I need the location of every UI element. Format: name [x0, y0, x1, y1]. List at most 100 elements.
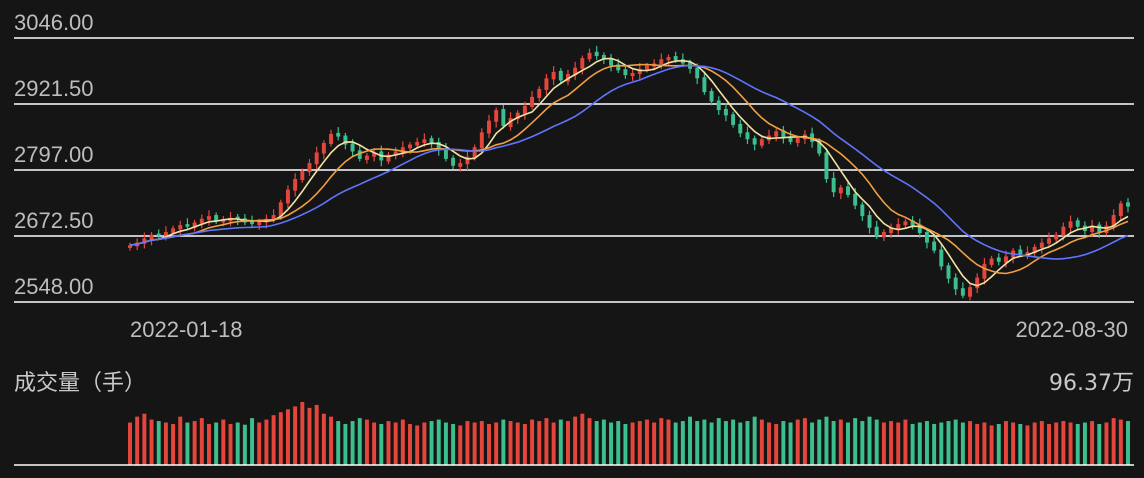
candle-body: [745, 132, 750, 140]
volume-bar: [199, 418, 204, 465]
volume-bar: [1082, 422, 1087, 465]
volume-bar: [767, 422, 771, 465]
candle-body: [1047, 238, 1051, 244]
volume-bar: [192, 421, 197, 465]
candle-body: [501, 109, 506, 126]
volume-bar: [558, 419, 563, 465]
volume-bar: [178, 416, 183, 465]
candle-body: [623, 69, 628, 76]
candle-body: [329, 133, 334, 145]
volume-bar: [142, 413, 147, 465]
volume-bar: [329, 416, 334, 465]
volume-bar: [451, 423, 456, 465]
candle-body: [953, 277, 958, 290]
volume-bar: [860, 421, 865, 465]
candle-body: [257, 221, 262, 226]
volume-bar: [953, 419, 958, 465]
volume-bar: [372, 422, 377, 465]
volume-bar: [831, 421, 836, 465]
candle-body: [759, 139, 764, 146]
volume-bar: [666, 419, 671, 465]
volume-bar: [716, 418, 721, 465]
candle-body: [1068, 221, 1073, 228]
volume-bar: [530, 419, 535, 465]
candle-body: [544, 78, 549, 90]
candle-body: [185, 224, 190, 227]
candle-body: [594, 51, 599, 57]
volume-bar: [759, 419, 764, 465]
volume-bar: [652, 422, 657, 465]
volume-bar: [580, 413, 585, 465]
candle-body: [522, 105, 527, 114]
volume-bar: [128, 422, 132, 465]
candle-body: [788, 136, 793, 142]
volume-bar: [616, 421, 621, 465]
volume-bar: [314, 404, 319, 465]
candle-body: [1054, 234, 1059, 240]
volume-bar: [982, 422, 987, 465]
candle-body: [178, 225, 183, 230]
volume-bar: [960, 422, 965, 465]
volume-title: 成交量（手）: [14, 371, 146, 396]
candle-body: [436, 141, 441, 150]
volume-bar: [838, 419, 843, 465]
candle-body: [1075, 220, 1080, 227]
candle-body: [924, 232, 929, 243]
candle-body: [637, 68, 642, 75]
volume-bar: [264, 419, 269, 465]
volume-bar: [795, 419, 800, 465]
volume-bar: [587, 418, 592, 465]
volume-bar: [573, 416, 578, 465]
candle-body: [587, 52, 592, 60]
volume-bar: [293, 406, 298, 465]
volume-bar: [695, 421, 700, 465]
volume-bar: [673, 422, 678, 465]
volume-bar: [221, 419, 226, 465]
candle-body: [443, 148, 448, 159]
volume-bar: [680, 421, 685, 465]
y-tick-label: 2672.50: [14, 208, 94, 233]
volume-bar: [601, 419, 606, 465]
candle-body: [307, 163, 312, 173]
volume-bar: [1075, 423, 1080, 465]
candle-body: [666, 57, 671, 61]
volume-bar: [874, 419, 879, 465]
volume-bar: [846, 422, 850, 465]
candle-body: [429, 138, 434, 143]
candle-body: [896, 224, 901, 229]
volume-bar: [989, 425, 994, 465]
candle-body: [235, 216, 240, 220]
volume-bar: [364, 419, 369, 465]
volume-bar: [171, 423, 176, 465]
candle-body: [731, 114, 736, 125]
volume-bar: [515, 422, 520, 465]
volume-bar: [156, 421, 161, 465]
candle-body: [199, 218, 204, 224]
volume-bar: [745, 421, 750, 465]
volume-bar: [465, 421, 470, 465]
x-axis-labels: 2022-01-18 2022-08-30: [130, 317, 1128, 342]
candle-body: [795, 138, 800, 143]
volume-bar: [135, 416, 140, 465]
candle-body: [192, 222, 197, 228]
volume-bar: [881, 422, 886, 465]
candle-body: [171, 228, 176, 234]
volume-bar: [623, 423, 628, 465]
volume-bar: [537, 421, 542, 465]
candle-body: [271, 215, 276, 220]
volume-bar: [242, 424, 247, 465]
candle-body: [609, 58, 614, 66]
price-grid: [14, 37, 1134, 303]
volume-bar: [408, 423, 412, 465]
volume-bar: [723, 421, 728, 465]
candle-body: [314, 152, 319, 165]
y-axis-labels: 3046.00 2921.50 2797.00 2672.50 2548.00: [14, 10, 94, 299]
volume-bar: [422, 422, 427, 465]
volume-bar: [1111, 418, 1116, 465]
volume-bar: [415, 425, 420, 465]
volume-bar: [946, 421, 951, 465]
ma10-line: [129, 63, 1129, 275]
y-tick-label: 2921.50: [14, 76, 94, 101]
candle-body: [853, 193, 858, 206]
candlestick-series: [128, 45, 1130, 301]
